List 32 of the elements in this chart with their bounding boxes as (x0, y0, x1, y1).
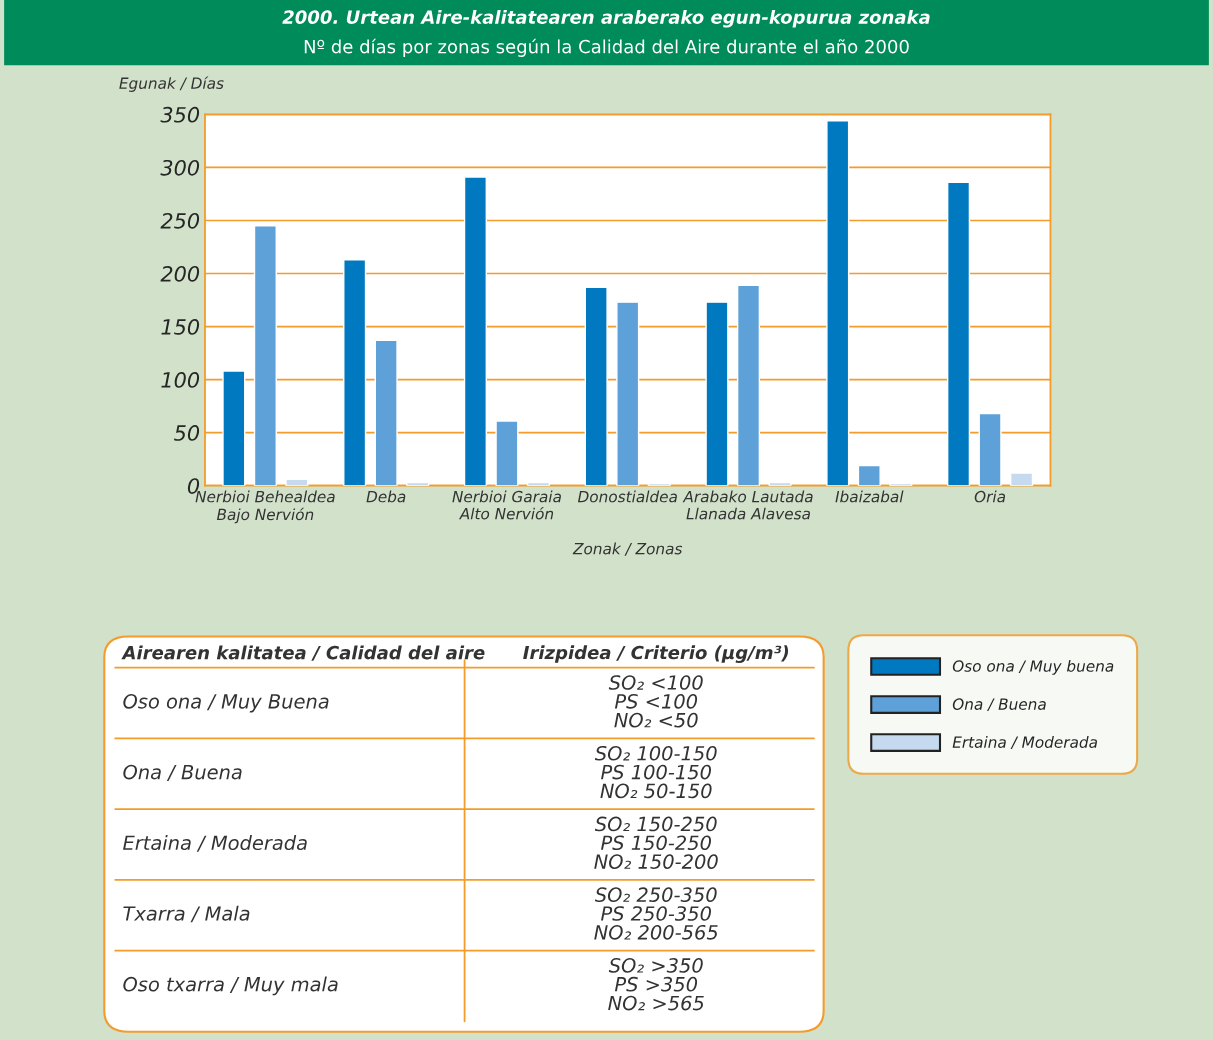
x-tick-label: Deba (366, 490, 406, 503)
chart-subtitle: Nº de días por zonas según la Calidad del Aire durante el año 2000 (304, 38, 909, 57)
text: SO₂ >350 PS >350 NO₂ >565 (608, 958, 704, 1011)
y-tick-label: 300 (160, 159, 200, 176)
text: Ertaina / Moderada (123, 835, 307, 852)
text: SO₂ <100 PS <100 NO₂ <50 (608, 675, 703, 728)
text: Oso txarra / Muy mala (123, 976, 338, 996)
chart-title: 2000. Urtean Aire-kalitatearen araberako egun-kopurua zonaka (282, 9, 930, 28)
text: Irizpidea / Criterio (µg/m³) (523, 645, 789, 663)
y-axis-title: Egunak / Días (119, 76, 224, 92)
x-tick-label: Nerbioi Garaia Alto Nervión (452, 490, 561, 520)
x-axis-title: Zonak / Zonas (572, 542, 683, 556)
x-tick-label: Donostialdea (577, 490, 677, 503)
legend-label: Ertaina / Moderada (952, 736, 1097, 750)
text: Ona / Buena (123, 764, 242, 781)
legend-label: Oso ona / Muy buena (952, 660, 1114, 675)
y-tick-label: 150 (161, 319, 200, 335)
x-tick-label: Ibaizabal (835, 490, 904, 503)
text: SO₂ 100-150 PS 100-150 NO₂ 50-150 (594, 745, 717, 799)
y-tick-label: 200 (160, 265, 200, 282)
y-tick-label: 100 (161, 372, 200, 388)
y-tick-label: 50 (174, 425, 200, 441)
x-tick-label: Oria (974, 490, 1006, 503)
x-tick-label: Arabako Lautada Llanada Alavesa (682, 490, 813, 520)
legend-label: Ona / Buena (952, 698, 1046, 712)
text: SO₂ 150-250 PS 150-250 NO₂ 150-200 (594, 816, 718, 869)
text: Txarra / Mala (123, 905, 250, 923)
text: Oso ona / Muy Buena (123, 693, 329, 713)
text: Airearen kalitatea / Calidad del aire (121, 645, 485, 661)
y-tick-label: 250 (160, 212, 200, 229)
y-tick-label: 350 (160, 106, 200, 123)
text: SO₂ 250-350 PS 250-350 NO₂ 200-565 (594, 887, 718, 940)
